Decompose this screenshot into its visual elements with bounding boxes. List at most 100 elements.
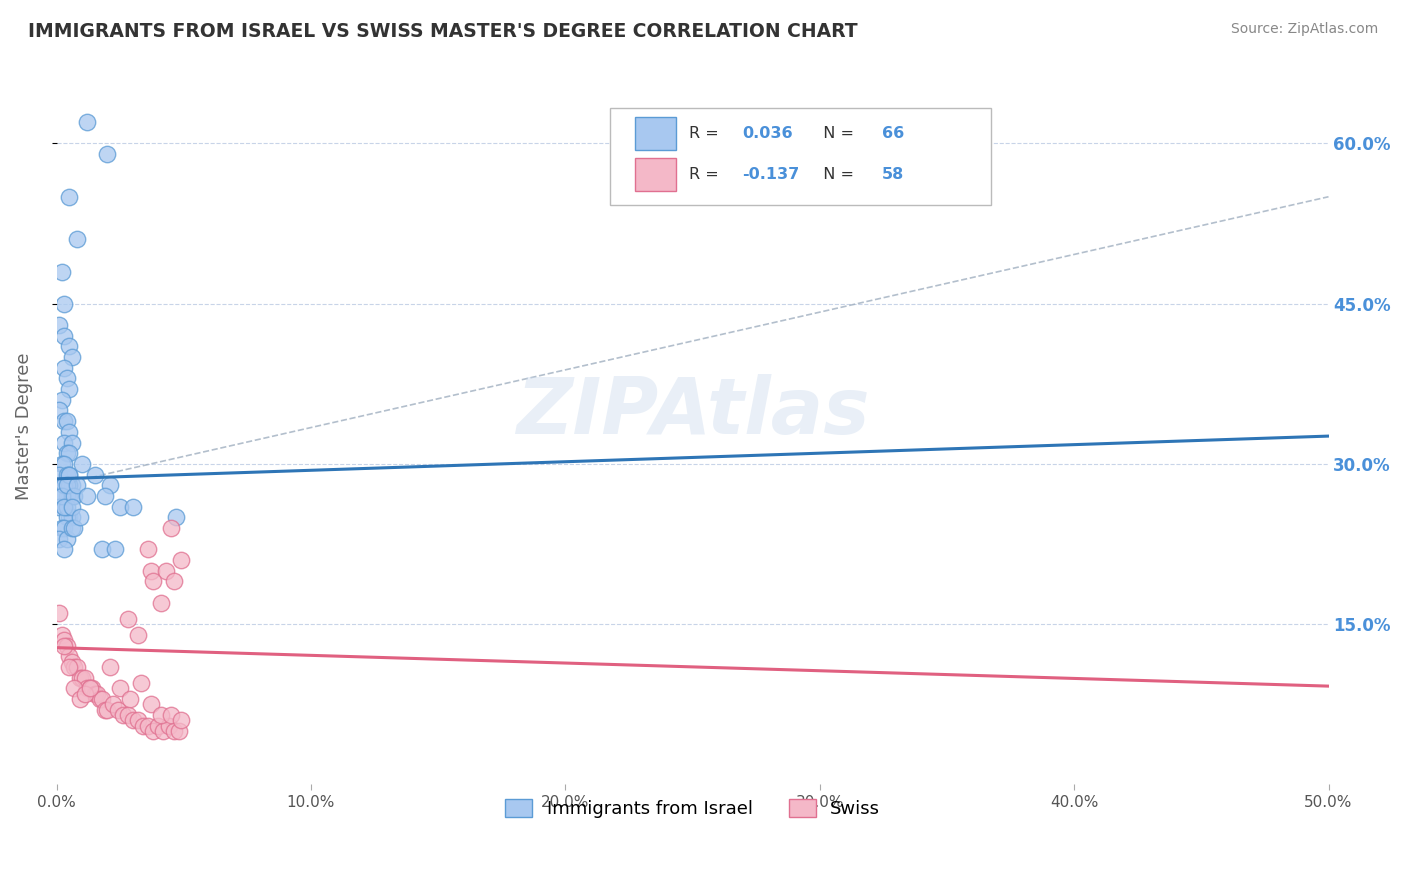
Point — [91, 692, 114, 706]
Point — [60, 500, 83, 514]
Point — [96, 147, 118, 161]
Point — [51, 489, 73, 503]
Point — [63, 660, 86, 674]
Point — [142, 724, 165, 739]
Point — [53, 457, 76, 471]
Point — [127, 714, 149, 728]
Point — [58, 649, 80, 664]
Point — [170, 553, 193, 567]
Point — [149, 708, 172, 723]
Point — [58, 489, 80, 503]
Point — [51, 264, 73, 278]
Point — [63, 489, 86, 503]
Point — [60, 350, 83, 364]
Point — [148, 719, 170, 733]
Point — [83, 687, 105, 701]
Point — [91, 542, 114, 557]
FancyBboxPatch shape — [610, 108, 991, 204]
Point — [63, 681, 86, 696]
Point — [69, 692, 91, 706]
Point — [58, 446, 80, 460]
Point — [160, 521, 183, 535]
Point — [96, 703, 118, 717]
Point — [58, 190, 80, 204]
Point — [152, 724, 174, 739]
Point — [53, 500, 76, 514]
Point — [82, 681, 104, 696]
Point — [86, 687, 108, 701]
Point — [56, 446, 79, 460]
Point — [60, 510, 83, 524]
Point — [48, 318, 70, 332]
Text: R =: R = — [689, 126, 724, 141]
Point — [60, 478, 83, 492]
Point — [60, 521, 83, 535]
Point — [79, 681, 101, 696]
Point — [53, 633, 76, 648]
Text: R =: R = — [689, 167, 724, 182]
Point — [167, 724, 190, 739]
Point — [170, 714, 193, 728]
Point — [155, 564, 177, 578]
Point — [69, 510, 91, 524]
Point — [66, 478, 89, 492]
Point — [60, 655, 83, 669]
Point — [108, 500, 131, 514]
Point — [56, 414, 79, 428]
Point — [58, 478, 80, 492]
Point — [58, 660, 80, 674]
Point — [53, 478, 76, 492]
Text: -0.137: -0.137 — [742, 167, 800, 182]
Point — [122, 714, 145, 728]
Point — [162, 724, 184, 739]
Point — [94, 489, 117, 503]
Point — [79, 681, 101, 696]
Point — [70, 457, 93, 471]
Point — [53, 639, 76, 653]
Point — [53, 521, 76, 535]
Point — [56, 489, 79, 503]
Point — [66, 232, 89, 246]
Point — [56, 510, 79, 524]
Text: N =: N = — [814, 126, 859, 141]
Point — [51, 457, 73, 471]
Point — [58, 425, 80, 439]
Point — [111, 708, 134, 723]
Point — [60, 489, 83, 503]
Text: Source: ZipAtlas.com: Source: ZipAtlas.com — [1230, 22, 1378, 37]
Point — [58, 467, 80, 482]
Point — [53, 542, 76, 557]
Point — [139, 564, 162, 578]
Point — [165, 510, 187, 524]
Point — [129, 676, 152, 690]
Text: IMMIGRANTS FROM ISRAEL VS SWISS MASTER'S DEGREE CORRELATION CHART: IMMIGRANTS FROM ISRAEL VS SWISS MASTER'S… — [28, 22, 858, 41]
Point — [56, 532, 79, 546]
Legend: Immigrants from Israel, Swiss: Immigrants from Israel, Swiss — [498, 792, 887, 825]
Point — [56, 371, 79, 385]
Text: 0.036: 0.036 — [742, 126, 793, 141]
Point — [51, 628, 73, 642]
Point — [53, 500, 76, 514]
FancyBboxPatch shape — [636, 117, 676, 150]
Point — [127, 628, 149, 642]
Point — [53, 478, 76, 492]
Text: ZIPAtlas: ZIPAtlas — [516, 374, 869, 450]
Point — [48, 532, 70, 546]
Point — [70, 671, 93, 685]
Point — [149, 596, 172, 610]
Point — [98, 478, 121, 492]
Y-axis label: Master's Degree: Master's Degree — [15, 352, 32, 500]
Text: N =: N = — [814, 167, 859, 182]
Point — [139, 698, 162, 712]
Point — [108, 681, 131, 696]
Point — [107, 703, 129, 717]
Point — [53, 328, 76, 343]
Point — [136, 719, 159, 733]
Point — [66, 660, 89, 674]
Point — [53, 435, 76, 450]
Point — [56, 478, 79, 492]
Point — [120, 692, 142, 706]
Point — [48, 403, 70, 417]
Point — [51, 521, 73, 535]
Point — [48, 500, 70, 514]
